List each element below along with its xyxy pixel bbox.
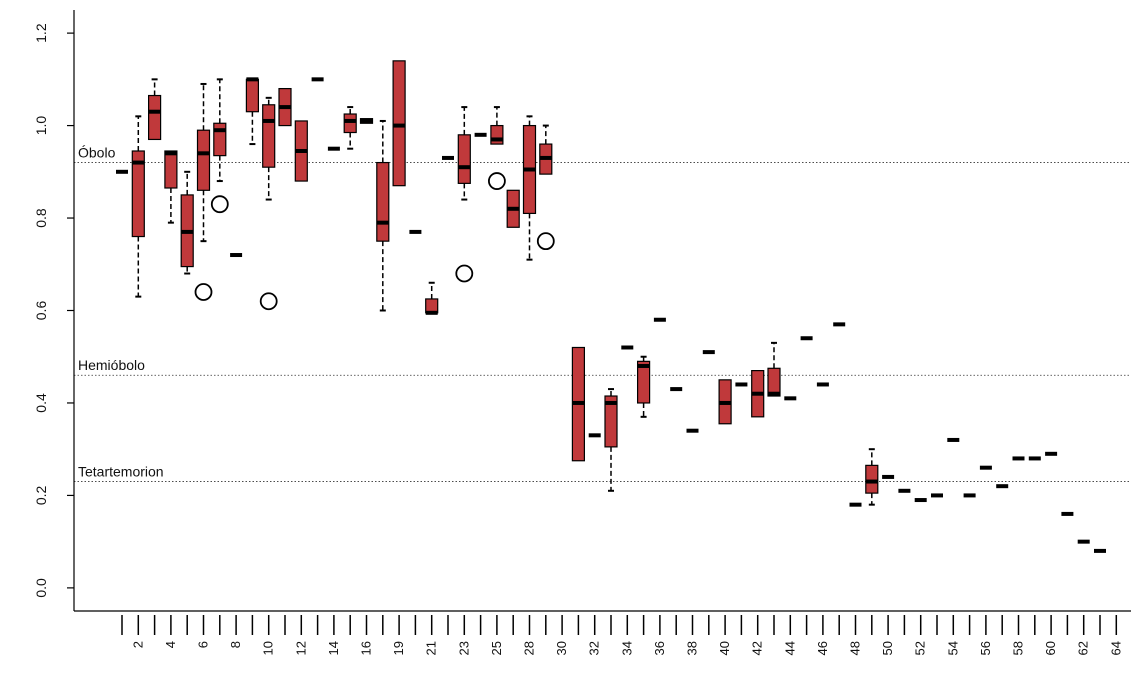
box-body	[245, 78, 259, 113]
x-axis-tick-label: 58	[1011, 641, 1026, 655]
box-body	[865, 464, 879, 494]
x-axis-tick-label: 14	[326, 641, 341, 655]
x-axis-tick-label: 64	[1108, 641, 1123, 655]
x-axis-tick-label: 40	[717, 641, 732, 655]
x-axis-tick-label: 2	[130, 641, 145, 648]
x-axis-tick-label: 52	[913, 641, 928, 655]
y-axis-tick-label: 0.4	[33, 393, 49, 413]
x-axis-tick-label: 50	[880, 641, 895, 655]
x-axis-tick-label: 36	[652, 641, 667, 655]
box-body	[376, 161, 390, 242]
box-body	[196, 129, 211, 191]
x-axis-tick-label: 46	[815, 641, 830, 655]
box-body	[392, 60, 406, 187]
x-axis-tick-label: 34	[619, 641, 634, 655]
x-axis-tick-label: 25	[489, 641, 504, 655]
box-body	[164, 150, 178, 189]
x-axis-tick-label: 30	[554, 641, 569, 655]
reference-line-label: Tetartemorion	[78, 464, 164, 480]
outlier-point	[194, 283, 213, 301]
y-axis-tick-label: 0.0	[33, 578, 49, 598]
reference-line-label: Hemióbolo	[78, 357, 145, 373]
x-axis-tick-label: 12	[293, 641, 308, 655]
x-axis-tick-label: 10	[261, 641, 276, 655]
x-axis-tick-label: 42	[750, 641, 765, 655]
reference-line-label: Óbolo	[78, 145, 116, 161]
outlier-point	[487, 172, 506, 190]
box-body	[148, 94, 162, 141]
box-body	[636, 360, 651, 404]
x-axis-tick-label: 38	[685, 641, 700, 655]
x-axis-tick-label: 48	[848, 641, 863, 655]
y-axis-tick-label: 0.8	[33, 208, 49, 228]
x-axis-tick-label: 19	[391, 641, 406, 655]
x-axis-tick-label: 4	[163, 641, 178, 648]
box-body	[425, 298, 439, 314]
box-body	[213, 122, 227, 157]
x-axis-tick-label: 32	[587, 641, 602, 655]
x-axis-tick-label: 23	[456, 641, 471, 655]
box-body	[131, 150, 145, 238]
boxes	[116, 60, 1106, 553]
y-axis-tick-label: 1.2	[33, 23, 49, 43]
y-axis-tick-label: 0.6	[33, 301, 49, 321]
outlier-point	[455, 264, 474, 283]
x-axis-tick-label: 6	[196, 641, 211, 648]
outlier-point	[259, 292, 278, 311]
box-body	[604, 395, 618, 448]
box-body	[457, 134, 471, 184]
x-axis-tick-label: 56	[978, 641, 993, 655]
box-body	[767, 367, 781, 397]
x-axis-tick-label: 60	[1043, 641, 1058, 655]
axes: 0.00.20.40.60.81.01.22 4 6 8 10 12 14 16 19 21 23 2…	[33, 10, 1131, 655]
x-axis-tick-label: 62	[1076, 641, 1091, 655]
y-axis-tick-label: 1.0	[33, 116, 49, 136]
x-axis-tick-label: 28	[522, 641, 537, 655]
y-axis-tick-label: 0.2	[33, 485, 49, 505]
x-axis-tick-label: 54	[945, 641, 960, 655]
box-body	[343, 113, 357, 134]
box-body	[262, 104, 276, 168]
x-axis-tick-label: 44	[782, 641, 797, 655]
reference-lines: Óbolo Hemióbolo Tetartemorion	[74, 145, 1131, 482]
x-axis-tick-label: 21	[424, 641, 439, 655]
x-axis-tick-label: 8	[228, 641, 243, 648]
x-axis-tick-label: 16	[359, 641, 374, 655]
outlier-point	[210, 195, 229, 214]
outlier-point	[536, 232, 555, 251]
